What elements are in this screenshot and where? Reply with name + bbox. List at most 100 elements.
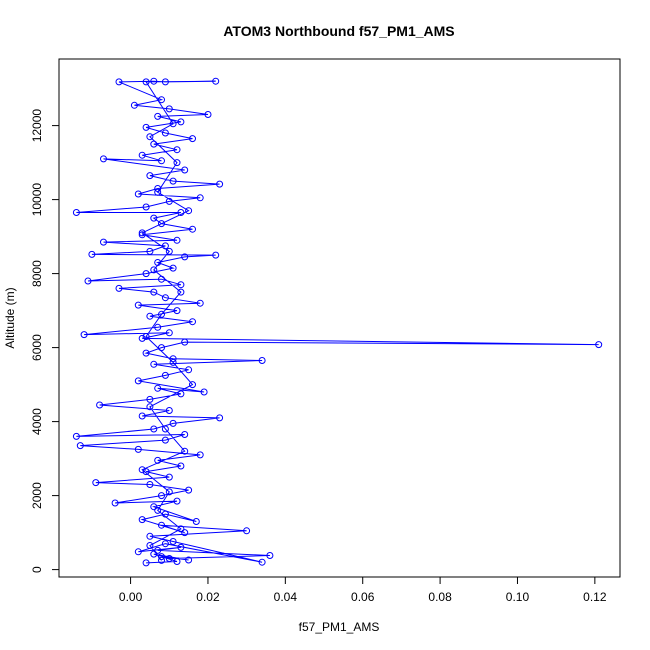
y-tick-label: 6000 bbox=[30, 334, 44, 361]
data-point bbox=[169, 419, 177, 427]
data-point bbox=[204, 111, 212, 118]
data-point bbox=[158, 344, 165, 352]
data-point bbox=[161, 371, 169, 379]
data-point bbox=[154, 112, 162, 120]
data-point bbox=[189, 225, 196, 233]
data-point bbox=[161, 510, 169, 518]
y-tick-label: 2000 bbox=[30, 482, 44, 509]
data-point bbox=[150, 503, 158, 511]
data-point bbox=[80, 331, 88, 339]
data-point bbox=[150, 140, 158, 148]
data-point bbox=[181, 166, 189, 174]
y-tick-label: 0 bbox=[30, 566, 44, 573]
data-point bbox=[158, 220, 165, 228]
data-point bbox=[158, 492, 165, 500]
data-point bbox=[177, 118, 185, 126]
data-point bbox=[158, 521, 165, 529]
data-point bbox=[150, 425, 158, 433]
data-point bbox=[216, 180, 224, 188]
data-point bbox=[72, 432, 80, 440]
data-point bbox=[165, 197, 173, 205]
y-tick-label: 4000 bbox=[30, 408, 44, 435]
data-point bbox=[142, 349, 150, 357]
data-point bbox=[185, 207, 193, 215]
data-point bbox=[177, 209, 185, 216]
data-point bbox=[258, 357, 266, 364]
data-point bbox=[146, 247, 154, 255]
data-point bbox=[72, 209, 80, 216]
data-point bbox=[138, 229, 146, 237]
y-axis: 0 2000 4000 6000 8000 10000 12000 bbox=[30, 109, 59, 573]
data-point bbox=[100, 238, 107, 246]
data-point bbox=[185, 486, 193, 494]
x-tick-label: 0.08 bbox=[428, 590, 452, 604]
x-tick-label: 0.02 bbox=[196, 590, 220, 604]
chart-title: ATOM3 Northbound f57_PM1_AMS bbox=[223, 23, 454, 39]
data-point bbox=[173, 236, 181, 244]
data-point bbox=[111, 499, 119, 507]
data-point bbox=[165, 488, 173, 496]
data-point bbox=[142, 333, 150, 340]
data-point bbox=[169, 120, 177, 128]
data-point bbox=[169, 177, 177, 185]
data-point bbox=[96, 401, 104, 409]
data-point bbox=[161, 436, 169, 444]
data-point bbox=[150, 360, 158, 368]
data-point bbox=[595, 341, 603, 349]
data-point bbox=[138, 151, 146, 159]
data-point bbox=[146, 403, 154, 411]
data-point bbox=[146, 481, 154, 488]
data-point bbox=[161, 129, 169, 137]
data-point bbox=[165, 407, 173, 414]
data-point bbox=[150, 288, 158, 296]
series-line bbox=[76, 80, 599, 564]
x-axis-label: f57_PM1_AMS bbox=[299, 620, 380, 634]
data-point bbox=[189, 381, 196, 389]
data-point bbox=[154, 456, 162, 464]
data-point bbox=[115, 284, 123, 292]
data-point bbox=[138, 334, 146, 342]
data-point bbox=[212, 77, 220, 85]
data-point bbox=[173, 159, 181, 167]
data-point bbox=[134, 377, 142, 385]
data-point bbox=[142, 78, 150, 86]
data-point bbox=[138, 466, 146, 474]
data-point bbox=[138, 231, 146, 239]
data-point bbox=[173, 146, 181, 154]
data-point bbox=[173, 307, 181, 315]
data-point bbox=[266, 552, 274, 559]
data-point bbox=[146, 532, 154, 540]
data-point bbox=[138, 412, 146, 420]
y-tick-label: 10000 bbox=[30, 183, 44, 217]
data-point bbox=[165, 247, 173, 255]
x-axis: 0.00 0.02 0.04 0.06 0.08 0.10 0.12 bbox=[119, 577, 607, 604]
data-point bbox=[115, 78, 123, 86]
data-point bbox=[134, 190, 142, 198]
data-point bbox=[177, 288, 185, 296]
data-point bbox=[158, 310, 165, 318]
data-point bbox=[138, 516, 146, 524]
y-tick-label: 8000 bbox=[30, 260, 44, 287]
data-point bbox=[196, 194, 204, 202]
data-point bbox=[142, 270, 150, 278]
data-point bbox=[173, 497, 181, 505]
data-point bbox=[88, 250, 96, 258]
data-point bbox=[100, 155, 107, 163]
data-point bbox=[196, 299, 204, 307]
data-point bbox=[146, 542, 154, 549]
x-tick-label: 0.12 bbox=[583, 590, 607, 604]
data-point bbox=[181, 431, 189, 438]
x-tick-label: 0.06 bbox=[351, 590, 375, 604]
data-point bbox=[154, 259, 162, 266]
data-point bbox=[165, 105, 173, 113]
data-point bbox=[84, 277, 92, 285]
data-point bbox=[177, 543, 185, 551]
data-point bbox=[169, 355, 177, 363]
data-point bbox=[92, 479, 100, 487]
data-point bbox=[169, 538, 177, 545]
x-tick-label: 0.00 bbox=[119, 590, 143, 604]
x-tick-label: 0.10 bbox=[506, 590, 530, 604]
data-point bbox=[134, 548, 142, 556]
data-point bbox=[146, 133, 154, 141]
